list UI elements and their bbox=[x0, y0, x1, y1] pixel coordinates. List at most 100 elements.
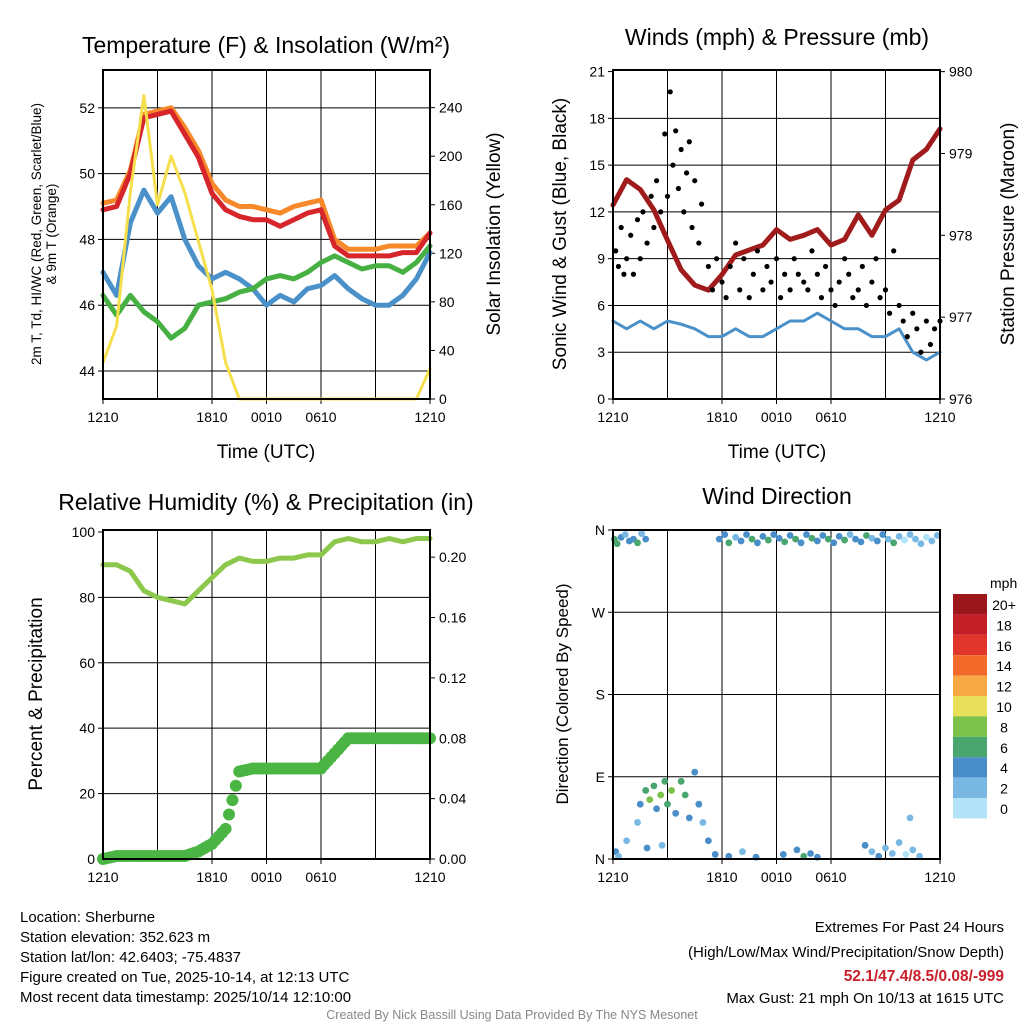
legend-swatch bbox=[953, 594, 987, 615]
gust-point bbox=[791, 256, 797, 262]
rh-xtick-label: 1810 bbox=[196, 869, 227, 885]
direction-point bbox=[721, 531, 729, 538]
legend-label: 0 bbox=[1000, 801, 1008, 817]
gust-point bbox=[696, 240, 702, 246]
gust-point bbox=[630, 271, 637, 277]
rh-plot: 0 20 40 60 80 100 0.00 0.04 0.08 0.12 0.16 0.20 1210… bbox=[72, 524, 467, 885]
legend-label: 12 bbox=[996, 679, 1012, 695]
gust-point bbox=[746, 295, 752, 301]
legend-swatch bbox=[953, 655, 987, 676]
wind-ytick-right-label: 977 bbox=[949, 309, 973, 325]
temp-ytick-label: 52 bbox=[79, 100, 95, 116]
legend-swatch bbox=[953, 798, 987, 819]
direction-point bbox=[906, 531, 914, 538]
9m-t-line bbox=[100, 105, 433, 252]
sonic-wind-line bbox=[611, 311, 942, 362]
wind-ytick-right-label: 980 bbox=[949, 64, 973, 80]
gust-point bbox=[882, 287, 889, 293]
gust-point bbox=[640, 209, 646, 215]
legend-label: 18 bbox=[996, 617, 1012, 633]
direction-point bbox=[875, 852, 883, 860]
legend-label: 6 bbox=[1000, 740, 1008, 756]
direction-point bbox=[813, 537, 821, 545]
direction-point bbox=[653, 805, 660, 813]
direction-point bbox=[835, 532, 843, 540]
gust-point bbox=[713, 256, 720, 262]
gust-point bbox=[683, 170, 690, 176]
precipitation-point bbox=[219, 822, 232, 835]
direction-point bbox=[909, 846, 917, 854]
direction-point bbox=[646, 796, 654, 803]
direction-point bbox=[732, 533, 740, 541]
direction-point bbox=[715, 535, 723, 543]
direction-point bbox=[912, 535, 919, 543]
rh-ytick-label: 60 bbox=[79, 655, 95, 671]
direction-point bbox=[650, 782, 658, 790]
rh-ylabel: Percent & Precipitation bbox=[26, 597, 47, 790]
direction-point bbox=[613, 540, 621, 548]
gust-point bbox=[886, 310, 893, 316]
temp-ylabel-right: Solar Insolation (Yellow) bbox=[484, 132, 505, 335]
gust-point bbox=[873, 256, 879, 262]
wind-ytick-right-label: 979 bbox=[949, 145, 973, 161]
direction-point bbox=[902, 851, 910, 858]
gust-point bbox=[877, 295, 883, 301]
direction-point bbox=[786, 532, 794, 539]
rh-ytick-right-label: 0.08 bbox=[439, 730, 466, 746]
direction-point bbox=[638, 530, 646, 538]
temp-chart-title: Temperature (F) & Insolation (W/m²) bbox=[82, 32, 450, 58]
direction-point bbox=[658, 841, 666, 849]
direction-point bbox=[917, 540, 925, 548]
direction-point bbox=[636, 800, 644, 808]
gust-point bbox=[927, 341, 934, 348]
temp-xtick-label: 1810 bbox=[196, 409, 227, 425]
direction-point bbox=[792, 535, 799, 543]
direction-point bbox=[657, 791, 665, 799]
gust-point bbox=[918, 349, 924, 355]
temp-ytick-right-label: 120 bbox=[439, 245, 463, 261]
wind-xtick-label: 1810 bbox=[706, 409, 737, 425]
legend-swatch bbox=[953, 757, 987, 778]
rh-ytick-right-label: 0.12 bbox=[439, 670, 466, 686]
gust-point bbox=[805, 287, 811, 293]
direction-point bbox=[846, 531, 854, 538]
temp-xtick-label: 0610 bbox=[305, 409, 336, 425]
gust-point bbox=[719, 279, 725, 285]
gust-point bbox=[787, 287, 793, 293]
direction-point bbox=[691, 768, 699, 776]
gust-point bbox=[850, 295, 856, 301]
direction-point bbox=[643, 844, 651, 852]
gust-point bbox=[648, 193, 654, 199]
direction-point bbox=[922, 533, 930, 541]
credit-line: Created By Nick Bassill Using Data Provi… bbox=[326, 1008, 698, 1022]
max-gust: Max Gust: 21 mph On 10/13 at 1615 UTC bbox=[726, 990, 1004, 1007]
station-pressure-line bbox=[610, 126, 943, 293]
extremes-title: Extremes For Past 24 Hours bbox=[815, 919, 1004, 936]
direction-point bbox=[668, 787, 675, 794]
temp-ytick-label: 48 bbox=[79, 231, 95, 247]
direction-point bbox=[770, 531, 778, 538]
rh-ytick-right-label: 0.04 bbox=[439, 791, 466, 807]
direction-point bbox=[807, 850, 814, 857]
temp-frame bbox=[102, 69, 431, 400]
td-line bbox=[100, 243, 433, 341]
gust-point bbox=[733, 240, 739, 246]
wind-ytick-right-label: 978 bbox=[949, 227, 973, 243]
gust-point bbox=[673, 128, 679, 134]
2m-t-line bbox=[100, 108, 433, 259]
wind-ytick-label: 3 bbox=[597, 344, 605, 360]
wind-frame bbox=[612, 69, 941, 400]
rh-ytick-label: 0 bbox=[87, 851, 95, 867]
gust-point bbox=[914, 326, 920, 332]
direction-ytick-label: S bbox=[596, 687, 605, 703]
temp-ylabel-line2: & 9m T (Orange) bbox=[44, 184, 59, 285]
direction-point bbox=[895, 532, 903, 540]
legend-label: 2 bbox=[1000, 781, 1008, 797]
direction-point bbox=[841, 536, 849, 544]
gust-point bbox=[809, 248, 815, 254]
direction-point bbox=[819, 532, 827, 539]
gust-point bbox=[869, 279, 875, 285]
gust-point bbox=[760, 287, 766, 293]
temp-ytick-right-label: 40 bbox=[439, 342, 455, 358]
